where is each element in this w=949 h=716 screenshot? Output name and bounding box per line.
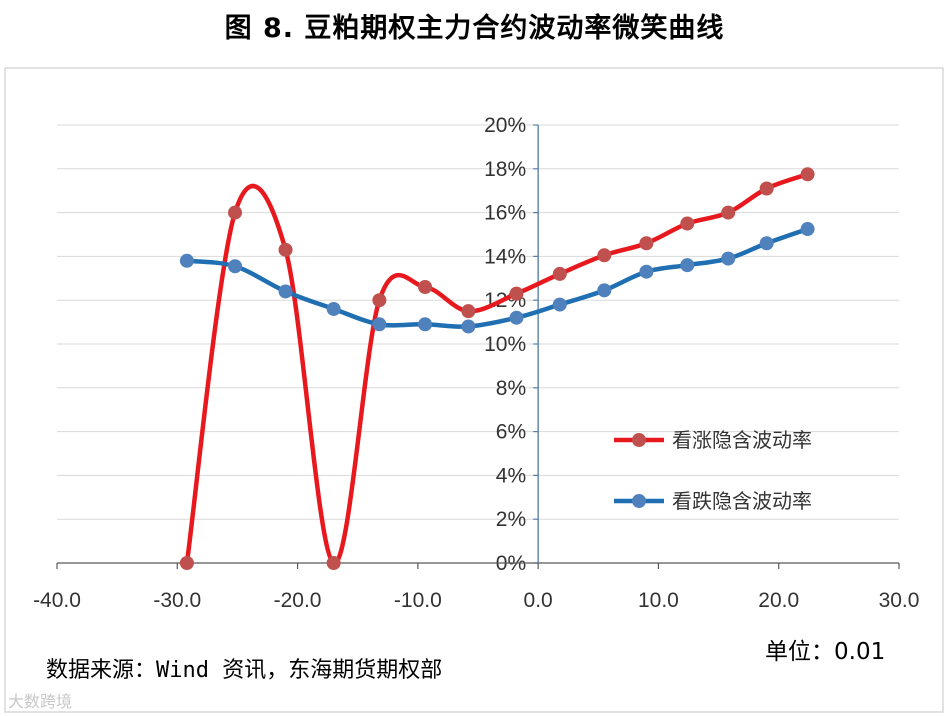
x-tick-label: -40.0 (33, 589, 81, 612)
call-iv-point (372, 293, 387, 308)
put-iv-point (759, 236, 774, 251)
chart-title: 图 8. 豆粕期权主力合约波动率微笑曲线 (224, 13, 725, 44)
put-iv-point (179, 253, 194, 268)
call-iv-point (597, 248, 612, 263)
put-iv-point (721, 251, 736, 266)
put-iv-point (639, 264, 654, 279)
y-tick-label: 2% (496, 508, 526, 531)
put-iv-point (228, 259, 243, 274)
series-lines (179, 167, 815, 570)
x-tick-label: 20.0 (758, 589, 799, 612)
call-iv-point (228, 205, 243, 220)
y-tick-label: 10% (484, 333, 526, 356)
put-iv-point (680, 258, 695, 273)
call-iv-point (326, 556, 341, 570)
y-tick-label: 8% (496, 377, 526, 400)
put-iv-point (597, 283, 612, 298)
call-iv-point (639, 236, 654, 251)
call-iv-point (509, 286, 524, 301)
x-tick-label: 10.0 (638, 589, 679, 612)
put-iv-point (509, 310, 524, 325)
call-iv-point (461, 304, 476, 319)
put-iv-legend-label: 看跌隐含波动率 (672, 489, 812, 513)
y-tick-label: 20% (484, 114, 526, 137)
call-iv-legend-marker (632, 433, 646, 447)
x-tick-label: 30.0 (879, 589, 920, 612)
y-tick-label: 6% (496, 421, 526, 444)
gridlines (57, 124, 899, 520)
y-tick-label: 18% (484, 158, 526, 181)
call-iv-point (759, 181, 774, 196)
x-tick-label: -30.0 (153, 589, 201, 612)
x-tick-label: 0.0 (524, 589, 553, 612)
x-tick-label: -20.0 (274, 589, 322, 612)
call-iv-point (800, 167, 815, 182)
call-iv-point (680, 216, 695, 231)
put-iv-point (278, 284, 293, 299)
call-iv-legend-label: 看涨隐含波动率 (672, 428, 812, 452)
put-iv-legend-marker (632, 494, 646, 508)
x-tick-label: -10.0 (394, 589, 442, 612)
y-tick-label: 16% (484, 202, 526, 225)
plot-frame (4, 67, 944, 713)
axes: 0%2%4%6%8%10%12%14%16%18%20%-40.0 -30.0 -2… (33, 114, 919, 612)
unit-label: 单位：0.01 (765, 639, 886, 665)
call-iv-point (179, 556, 194, 570)
put-iv-point (800, 222, 815, 237)
y-tick-label: 4% (496, 464, 526, 487)
call-iv-point (278, 242, 293, 257)
watermark: 大数跨境 (8, 692, 73, 711)
y-tick-label: 14% (484, 245, 526, 268)
call-iv-point (418, 280, 433, 295)
call-iv-point (721, 205, 736, 220)
put-iv-point (552, 297, 567, 312)
call-iv-point (552, 266, 567, 281)
put-iv-point (461, 319, 476, 334)
put-iv-point (372, 317, 387, 332)
put-iv-point (326, 301, 341, 316)
data-source-note: 数据来源：Wind 资讯，东海期货期权部 (46, 658, 443, 683)
put-iv-point (418, 317, 433, 332)
